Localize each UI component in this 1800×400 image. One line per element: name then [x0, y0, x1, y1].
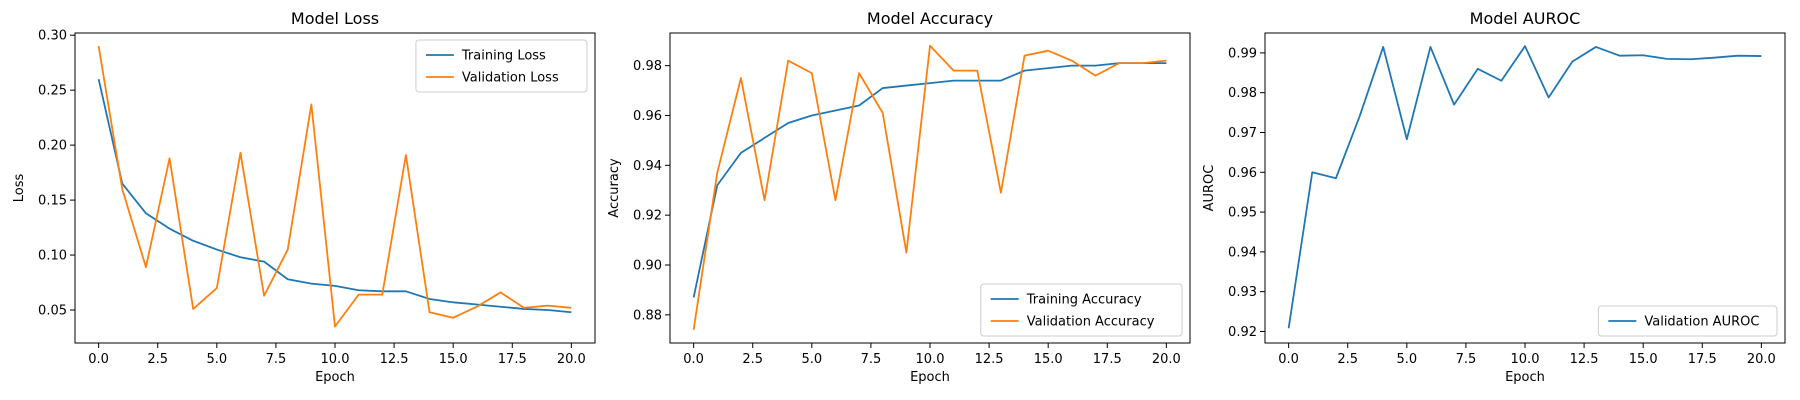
x-tick-label: 15.0 [1629, 352, 1658, 367]
y-tick-label: 0.10 [38, 249, 67, 264]
x-tick-label: 10.0 [916, 352, 945, 367]
x-tick-label: 7.5 [266, 352, 287, 367]
legend-entry: Validation Loss [462, 71, 559, 86]
y-axis-label: Accuracy [607, 158, 622, 218]
x-axis-label: Epoch [910, 370, 950, 385]
legend: Training Accuracy Validation Accuracy [980, 283, 1183, 337]
legend-box [1597, 305, 1778, 337]
x-tick-label: 7.5 [861, 352, 882, 367]
x-tick-label: 12.5 [380, 352, 409, 367]
x-tick-label: 12.5 [975, 352, 1004, 367]
y-tick-label: 0.93 [1228, 285, 1257, 300]
y-axis-label: AUROC [1202, 165, 1217, 212]
y-tick-label: 0.97 [1228, 126, 1257, 141]
legend: Training Loss Validation Loss [415, 39, 588, 93]
chart-title: Model Loss [291, 9, 379, 28]
y-tick-label: 0.15 [38, 194, 67, 209]
x-tick-label: 20.0 [1152, 352, 1181, 367]
x-axis-label: Epoch [1505, 370, 1545, 385]
series-line-1 [692, 62, 1167, 298]
y-tick-label: 0.20 [38, 139, 67, 154]
y-axis-label: Loss [12, 174, 27, 203]
x-tick-label: 17.5 [1093, 352, 1122, 367]
series-line-2 [692, 44, 1167, 330]
x-tick-label: 0.0 [88, 352, 109, 367]
x-tick-label: 12.5 [1570, 352, 1599, 367]
chart-title: Model AUROC [1470, 9, 1581, 28]
series-line-1 [1287, 45, 1762, 329]
y-tick-label: 0.96 [1228, 166, 1257, 181]
x-tick-label: 7.5 [1456, 352, 1477, 367]
y-tick-label: 0.99 [1228, 46, 1257, 61]
y-tick-label: 0.96 [633, 109, 662, 124]
chart-panel-1: Model Loss 0.0 2.5 5.0 7.5 10.0 12.5 15.0 17.5 20… [12, 9, 596, 385]
legend-entry: Training Loss [461, 49, 546, 64]
y-tick-label: 0.25 [38, 84, 67, 99]
y-tick-label: 0.94 [633, 159, 662, 174]
series-line-2 [97, 46, 572, 328]
x-tick-label: 5.0 [1396, 352, 1417, 367]
y-tick-label: 0.05 [38, 304, 67, 319]
y-tick-label: 0.94 [1228, 245, 1257, 260]
x-tick-label: 0.0 [683, 352, 704, 367]
x-axis-label: Epoch [315, 370, 355, 385]
y-tick-label: 0.95 [1228, 206, 1257, 221]
x-tick-label: 20.0 [1747, 352, 1776, 367]
x-tick-label: 2.5 [1337, 352, 1358, 367]
x-tick-label: 10.0 [321, 352, 350, 367]
y-tick-label: 0.92 [1228, 325, 1257, 340]
y-tick-label: 0.98 [633, 59, 662, 74]
plot-frame [1264, 32, 1786, 344]
chart-panel-3: Model AUROC 0.0 2.5 5.0 7.5 10.0 12.5 15.0 17.5 2… [1202, 9, 1786, 385]
legend-entry: Training Accuracy [1026, 293, 1142, 308]
y-tick-label: 0.92 [633, 209, 662, 224]
x-tick-label: 0.0 [1278, 352, 1299, 367]
legend-entry: Validation Accuracy [1027, 315, 1155, 330]
x-tick-label: 5.0 [801, 352, 822, 367]
x-tick-label: 17.5 [1688, 352, 1717, 367]
y-tick-label: 0.30 [38, 29, 67, 44]
x-tick-label: 20.0 [557, 352, 586, 367]
y-tick-label: 0.98 [1228, 86, 1257, 101]
chart-title: Model Accuracy [867, 9, 993, 28]
x-tick-label: 17.5 [498, 352, 527, 367]
x-tick-label: 2.5 [742, 352, 763, 367]
legend-box [980, 283, 1183, 337]
x-tick-label: 15.0 [439, 352, 468, 367]
x-tick-label: 2.5 [147, 352, 168, 367]
x-tick-label: 15.0 [1034, 352, 1063, 367]
x-tick-label: 10.0 [1511, 352, 1540, 367]
y-tick-label: 0.90 [633, 259, 662, 274]
y-tick-label: 0.88 [633, 308, 662, 323]
x-tick-label: 5.0 [206, 352, 227, 367]
legend: Validation AUROC [1597, 305, 1778, 337]
legend-entry: Validation AUROC [1644, 315, 1759, 330]
chart-panel-2: Model Accuracy 0.0 2.5 5.0 7.5 10.0 12.5 15.0 17… [607, 9, 1191, 385]
legend-box [415, 39, 588, 93]
series-line-1 [97, 78, 572, 314]
